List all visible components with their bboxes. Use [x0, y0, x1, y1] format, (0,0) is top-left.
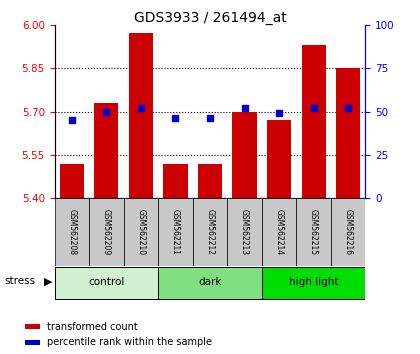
Text: GSM562208: GSM562208 — [67, 209, 76, 255]
Bar — [302, 45, 326, 198]
Text: GSM562216: GSM562216 — [344, 209, 353, 255]
Bar — [25, 339, 40, 346]
Text: GSM562211: GSM562211 — [171, 209, 180, 255]
Bar — [158, 198, 193, 266]
Bar — [163, 164, 188, 198]
Bar — [60, 164, 84, 198]
Bar — [25, 324, 40, 330]
Text: dark: dark — [198, 278, 222, 287]
Text: GSM562215: GSM562215 — [309, 209, 318, 255]
Bar — [267, 120, 291, 198]
Bar — [123, 198, 158, 266]
Bar — [297, 198, 331, 266]
Bar — [55, 198, 89, 266]
Text: stress: stress — [4, 276, 35, 286]
Bar — [232, 112, 257, 198]
Bar — [331, 198, 365, 266]
Bar — [336, 68, 360, 198]
Text: control: control — [88, 278, 125, 287]
Bar — [262, 198, 297, 266]
Text: GSM562210: GSM562210 — [136, 209, 145, 255]
Bar — [262, 267, 365, 299]
Text: ▶: ▶ — [44, 276, 52, 286]
Text: GSM562209: GSM562209 — [102, 209, 111, 255]
Text: GDS3933 / 261494_at: GDS3933 / 261494_at — [134, 11, 286, 25]
Text: percentile rank within the sample: percentile rank within the sample — [47, 337, 213, 348]
Text: GSM562214: GSM562214 — [275, 209, 284, 255]
Bar — [89, 198, 123, 266]
Text: GSM562213: GSM562213 — [240, 209, 249, 255]
Text: high light: high light — [289, 278, 339, 287]
Bar — [158, 267, 262, 299]
Bar — [227, 198, 262, 266]
Text: transformed count: transformed count — [47, 321, 138, 332]
Bar — [193, 198, 227, 266]
Bar — [129, 34, 153, 198]
Bar — [55, 267, 158, 299]
Bar — [94, 103, 118, 198]
Bar — [198, 164, 222, 198]
Text: GSM562212: GSM562212 — [205, 209, 215, 255]
